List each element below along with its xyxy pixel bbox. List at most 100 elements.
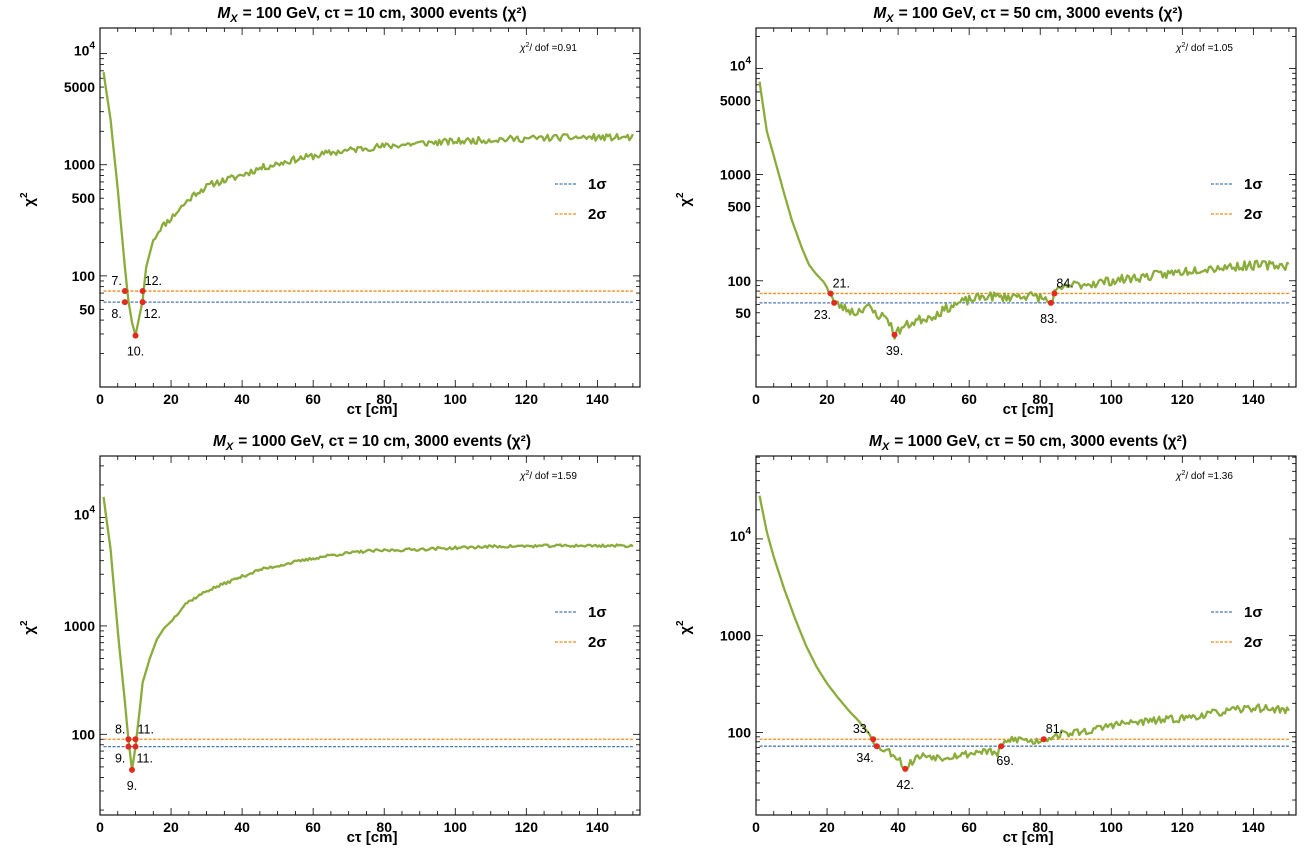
crossing-label: 9. bbox=[127, 779, 137, 793]
y-tick-label: 104 bbox=[74, 505, 96, 523]
chart-svg: MX = 100 GeV, cτ = 50 cm, 3000 events (χ²… bbox=[675, 5, 1297, 418]
crossing-marker bbox=[891, 331, 898, 338]
y-tick-label: 100 bbox=[728, 724, 752, 740]
chart-title: MX = 100 GeV, cτ = 50 cm, 3000 events (χ²… bbox=[873, 5, 1182, 25]
y-tick-label: 5000 bbox=[64, 79, 95, 95]
chart-title: MX = 1000 GeV, cτ = 10 cm, 3000 events (χ… bbox=[213, 433, 531, 453]
title-mass-symbol: M bbox=[873, 5, 887, 22]
chi2-dof-value: =1.59 bbox=[552, 471, 578, 482]
x-tick-label: 140 bbox=[1242, 391, 1266, 407]
y-tick-label: 50 bbox=[735, 305, 751, 321]
crossing-label: 11. bbox=[138, 722, 154, 736]
x-tick-label: 40 bbox=[890, 819, 906, 835]
crossing-marker bbox=[1040, 736, 1047, 743]
x-tick-label: 100 bbox=[444, 819, 468, 835]
title-mass-symbol: M bbox=[869, 433, 883, 450]
plot-frame bbox=[755, 27, 1297, 388]
chart-title: MX = 100 GeV, cτ = 10 cm, 3000 events (χ²… bbox=[217, 5, 526, 25]
chi2-curve bbox=[758, 495, 1290, 771]
y-tick-label: 1000 bbox=[720, 628, 751, 644]
chart-panel-2: MX = 100 GeV, cτ = 50 cm, 3000 events (χ²… bbox=[656, 0, 1312, 428]
y-axis-label: χ2 bbox=[675, 192, 694, 207]
crossing-marker bbox=[1051, 290, 1058, 297]
x-tick-label: 20 bbox=[819, 391, 835, 407]
title-text: = 1000 GeV, cτ = 10 cm, 3000 events (χ²) bbox=[238, 433, 531, 450]
legend-1sigma-label: 1σ bbox=[588, 604, 607, 621]
y-tick-label: 1000 bbox=[64, 618, 95, 634]
x-tick-label: 80 bbox=[1032, 391, 1048, 407]
title-text: = 1000 GeV, cτ = 50 cm, 3000 events (χ²) bbox=[894, 433, 1187, 450]
plot-frame bbox=[99, 27, 641, 388]
legend-1sigma-label: 1σ bbox=[1244, 604, 1263, 621]
chi2-dof-value: =1.05 bbox=[1208, 43, 1234, 54]
title-mass-subscript: X bbox=[881, 441, 890, 453]
crossing-label: 83. bbox=[1040, 312, 1057, 326]
crossing-label: 39. bbox=[886, 344, 903, 358]
chart-svg: MX = 100 GeV, cτ = 10 cm, 3000 events (χ²… bbox=[19, 5, 641, 418]
chart-panel-1: MX = 100 GeV, cτ = 10 cm, 3000 events (χ²… bbox=[0, 0, 656, 428]
x-tick-label: 0 bbox=[752, 819, 760, 835]
crossing-marker bbox=[831, 299, 838, 306]
crossing-label: 34. bbox=[856, 751, 873, 765]
y-tick-label: 100 bbox=[728, 273, 752, 289]
title-mass-subscript: X bbox=[885, 13, 894, 25]
x-tick-label: 40 bbox=[234, 391, 250, 407]
x-tick-label: 120 bbox=[1171, 391, 1195, 407]
x-tick-label: 80 bbox=[376, 819, 392, 835]
crossing-label: 23. bbox=[814, 308, 831, 322]
x-tick-label: 80 bbox=[376, 391, 392, 407]
title-text: = 100 GeV, cτ = 10 cm, 3000 events (χ²) bbox=[243, 5, 527, 22]
chi2-dof-label: χ2/ dof =0.91 bbox=[519, 42, 577, 54]
crossing-marker bbox=[139, 288, 146, 295]
y-axis-label: χ2 bbox=[675, 620, 694, 635]
crossing-label: 12. bbox=[144, 307, 161, 321]
crossing-marker bbox=[121, 288, 128, 295]
x-axis-label: cτ [cm] bbox=[1003, 401, 1054, 418]
crossing-marker bbox=[132, 736, 139, 743]
title-text: = 100 GeV, cτ = 50 cm, 3000 events (χ²) bbox=[899, 5, 1183, 22]
x-tick-label: 100 bbox=[1100, 819, 1124, 835]
crossing-label: 8. bbox=[111, 307, 121, 321]
y-tick-label: 100 bbox=[72, 726, 96, 742]
plot-frame bbox=[99, 455, 641, 816]
y-axis-label: χ2 bbox=[19, 620, 38, 635]
x-tick-label: 120 bbox=[515, 819, 539, 835]
x-tick-label: 140 bbox=[586, 391, 610, 407]
x-tick-label: 80 bbox=[1032, 819, 1048, 835]
y-tick-label: 500 bbox=[728, 199, 752, 215]
chart-panel-3: MX = 1000 GeV, cτ = 10 cm, 3000 events (χ… bbox=[0, 428, 656, 856]
crossing-marker bbox=[827, 290, 834, 297]
chart-svg: MX = 1000 GeV, cτ = 50 cm, 3000 events (χ… bbox=[675, 433, 1297, 846]
chart-panel-4: MX = 1000 GeV, cτ = 50 cm, 3000 events (χ… bbox=[656, 428, 1312, 856]
y-tick-label: 104 bbox=[730, 526, 752, 544]
x-tick-label: 120 bbox=[1171, 819, 1195, 835]
x-tick-label: 60 bbox=[961, 391, 977, 407]
crossing-label: 33. bbox=[853, 722, 870, 736]
crossing-marker bbox=[132, 332, 139, 339]
y-axis-label: χ2 bbox=[19, 192, 38, 207]
crossing-label: 81. bbox=[1046, 722, 1063, 736]
y-tick-label: 5000 bbox=[720, 92, 751, 108]
x-tick-label: 20 bbox=[163, 391, 179, 407]
x-tick-label: 0 bbox=[96, 391, 104, 407]
legend-2sigma-label: 2σ bbox=[588, 634, 607, 651]
x-tick-label: 0 bbox=[752, 391, 760, 407]
x-tick-label: 140 bbox=[1242, 819, 1266, 835]
crossing-label: 9. bbox=[115, 752, 125, 766]
legend-1sigma-label: 1σ bbox=[588, 176, 607, 193]
title-mass-symbol: M bbox=[213, 433, 227, 450]
crossing-label: 10. bbox=[127, 345, 144, 359]
crossing-marker bbox=[870, 736, 877, 743]
legend-2sigma-label: 2σ bbox=[1244, 206, 1263, 223]
crossing-label: 84. bbox=[1056, 276, 1073, 290]
legend-1sigma-label: 1σ bbox=[1244, 176, 1263, 193]
crossing-label: 42. bbox=[897, 778, 914, 792]
legend-2sigma-label: 2σ bbox=[1244, 634, 1263, 651]
crossing-marker bbox=[132, 743, 139, 750]
x-tick-label: 100 bbox=[1100, 391, 1124, 407]
x-tick-label: 40 bbox=[890, 391, 906, 407]
crossing-label: 11. bbox=[137, 752, 153, 766]
x-tick-label: 100 bbox=[444, 391, 468, 407]
chart-svg: MX = 1000 GeV, cτ = 10 cm, 3000 events (χ… bbox=[19, 433, 641, 846]
